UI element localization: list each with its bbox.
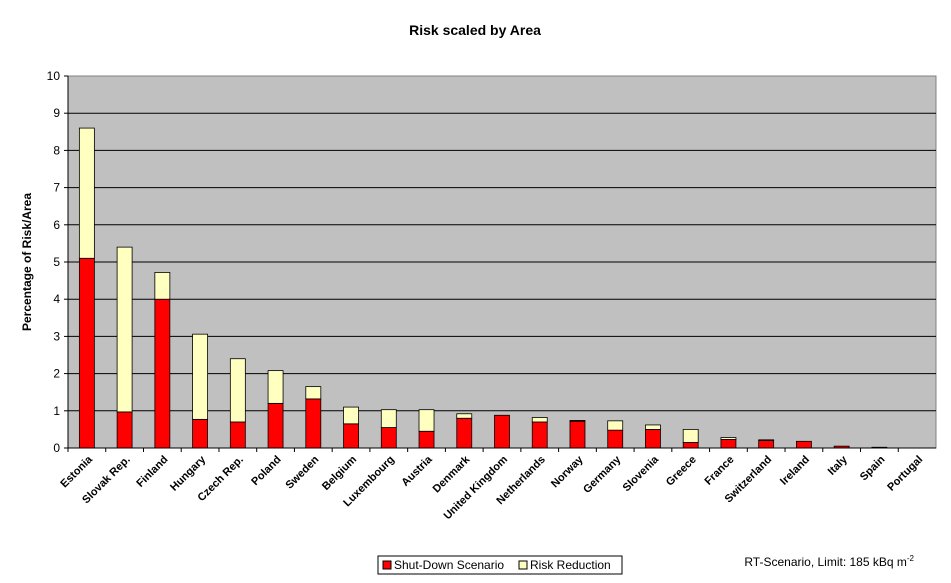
- legend-box: [377, 555, 623, 575]
- legend: Shut-Down Scenario Risk Reduction: [377, 555, 623, 575]
- bar-risk-reduction: [456, 413, 473, 419]
- bar-shut-down: [796, 440, 812, 449]
- annotation-text: RT-Scenario, Limit: 185 kBq m: [744, 555, 907, 569]
- x-tick-label: Portugal: [885, 454, 925, 494]
- x-tick-label: Sweden: [284, 453, 322, 491]
- bar-risk-reduction: [305, 386, 322, 400]
- x-tick-label: United Kingdom: [442, 453, 511, 522]
- x-tick-label: Belgium: [320, 453, 359, 492]
- y-tick-label: 9: [53, 106, 60, 120]
- y-tick-label: 8: [53, 143, 60, 157]
- bar-risk-reduction: [78, 127, 95, 259]
- bar-shut-down: [682, 442, 699, 449]
- legend-label-risk-reduction: Risk Reduction: [530, 558, 611, 572]
- y-tick-label: 0: [53, 441, 60, 455]
- bars: [78, 127, 888, 449]
- x-tick-label: Austria: [399, 453, 435, 489]
- bar-shut-down: [192, 418, 208, 449]
- x-tick-label: France: [703, 454, 737, 488]
- bar-risk-reduction: [267, 370, 284, 404]
- bar-shut-down: [154, 298, 171, 449]
- bar-risk-reduction: [154, 272, 171, 300]
- bar-risk-reduction: [343, 406, 359, 425]
- annotation-superscript: -2: [907, 554, 915, 563]
- x-tick-label: Finland: [134, 454, 170, 490]
- bar-shut-down: [267, 402, 284, 449]
- bar-risk-reduction: [418, 409, 435, 432]
- y-axis-label: Percentage of Risk/Area: [20, 193, 34, 331]
- bar-risk-reduction: [645, 424, 661, 430]
- y-tick-label: 6: [53, 218, 60, 232]
- y-tick-label: 7: [53, 181, 60, 195]
- scenario-annotation: RT-Scenario, Limit: 185 kBq m-2: [744, 554, 914, 569]
- bar-risk-reduction: [720, 437, 737, 440]
- x-tick-label: Greece: [664, 454, 699, 489]
- bar-risk-reduction: [116, 246, 133, 413]
- x-tick-label: Italy: [826, 453, 851, 478]
- x-tick-label: Germany: [581, 453, 624, 496]
- bar-risk-reduction: [569, 420, 586, 422]
- legend-swatch-risk-reduction: [518, 560, 528, 570]
- x-tick-label: Poland: [249, 454, 283, 488]
- bar-risk-reduction: [531, 417, 548, 423]
- bar-risk-reduction: [607, 420, 624, 431]
- x-tick-label: Spain: [858, 453, 888, 483]
- bar-risk-reduction: [229, 358, 246, 423]
- y-tick-label: 5: [53, 255, 60, 269]
- bar-risk-reduction: [682, 428, 699, 443]
- x-tick-label: Slovenia: [621, 453, 662, 494]
- x-tick-label: Norway: [549, 453, 586, 490]
- bar-risk-reduction: [192, 333, 208, 420]
- y-tick-label: 3: [53, 329, 60, 343]
- bar-shut-down: [78, 257, 95, 449]
- bar-shut-down: [305, 398, 322, 449]
- bar-shut-down: [607, 429, 624, 449]
- y-tick-label: 10: [47, 69, 61, 83]
- bar-shut-down: [380, 427, 397, 449]
- y-axis-ticks: 0 1 2 3 4 5 6 7 8 9 10: [47, 69, 936, 455]
- gridlines: [68, 112, 936, 412]
- bar-shut-down: [758, 440, 775, 449]
- bar-risk-reduction: [758, 439, 775, 441]
- bar-shut-down: [645, 428, 661, 449]
- bar-shut-down: [418, 430, 435, 449]
- chart-title: Risk scaled by Area: [409, 22, 541, 38]
- bar-shut-down: [531, 421, 548, 449]
- x-tick-label: Estonia: [58, 453, 95, 490]
- y-tick-label: 1: [53, 404, 60, 418]
- y-tick-label: 2: [53, 367, 60, 381]
- bar-shut-down: [343, 423, 359, 449]
- bar-shut-down: [720, 439, 737, 449]
- bar-risk-reduction: [380, 409, 397, 428]
- legend-swatch-shut-down: [382, 560, 392, 570]
- legend-label-shut-down: Shut-Down Scenario: [394, 558, 504, 572]
- bar-shut-down: [494, 414, 510, 449]
- bar-shut-down: [116, 411, 133, 449]
- y-tick-label: 4: [53, 292, 60, 306]
- x-tick-label: Ireland: [778, 454, 812, 488]
- bar-shut-down: [456, 417, 473, 449]
- bar-shut-down: [569, 420, 586, 449]
- bar-shut-down: [229, 421, 246, 449]
